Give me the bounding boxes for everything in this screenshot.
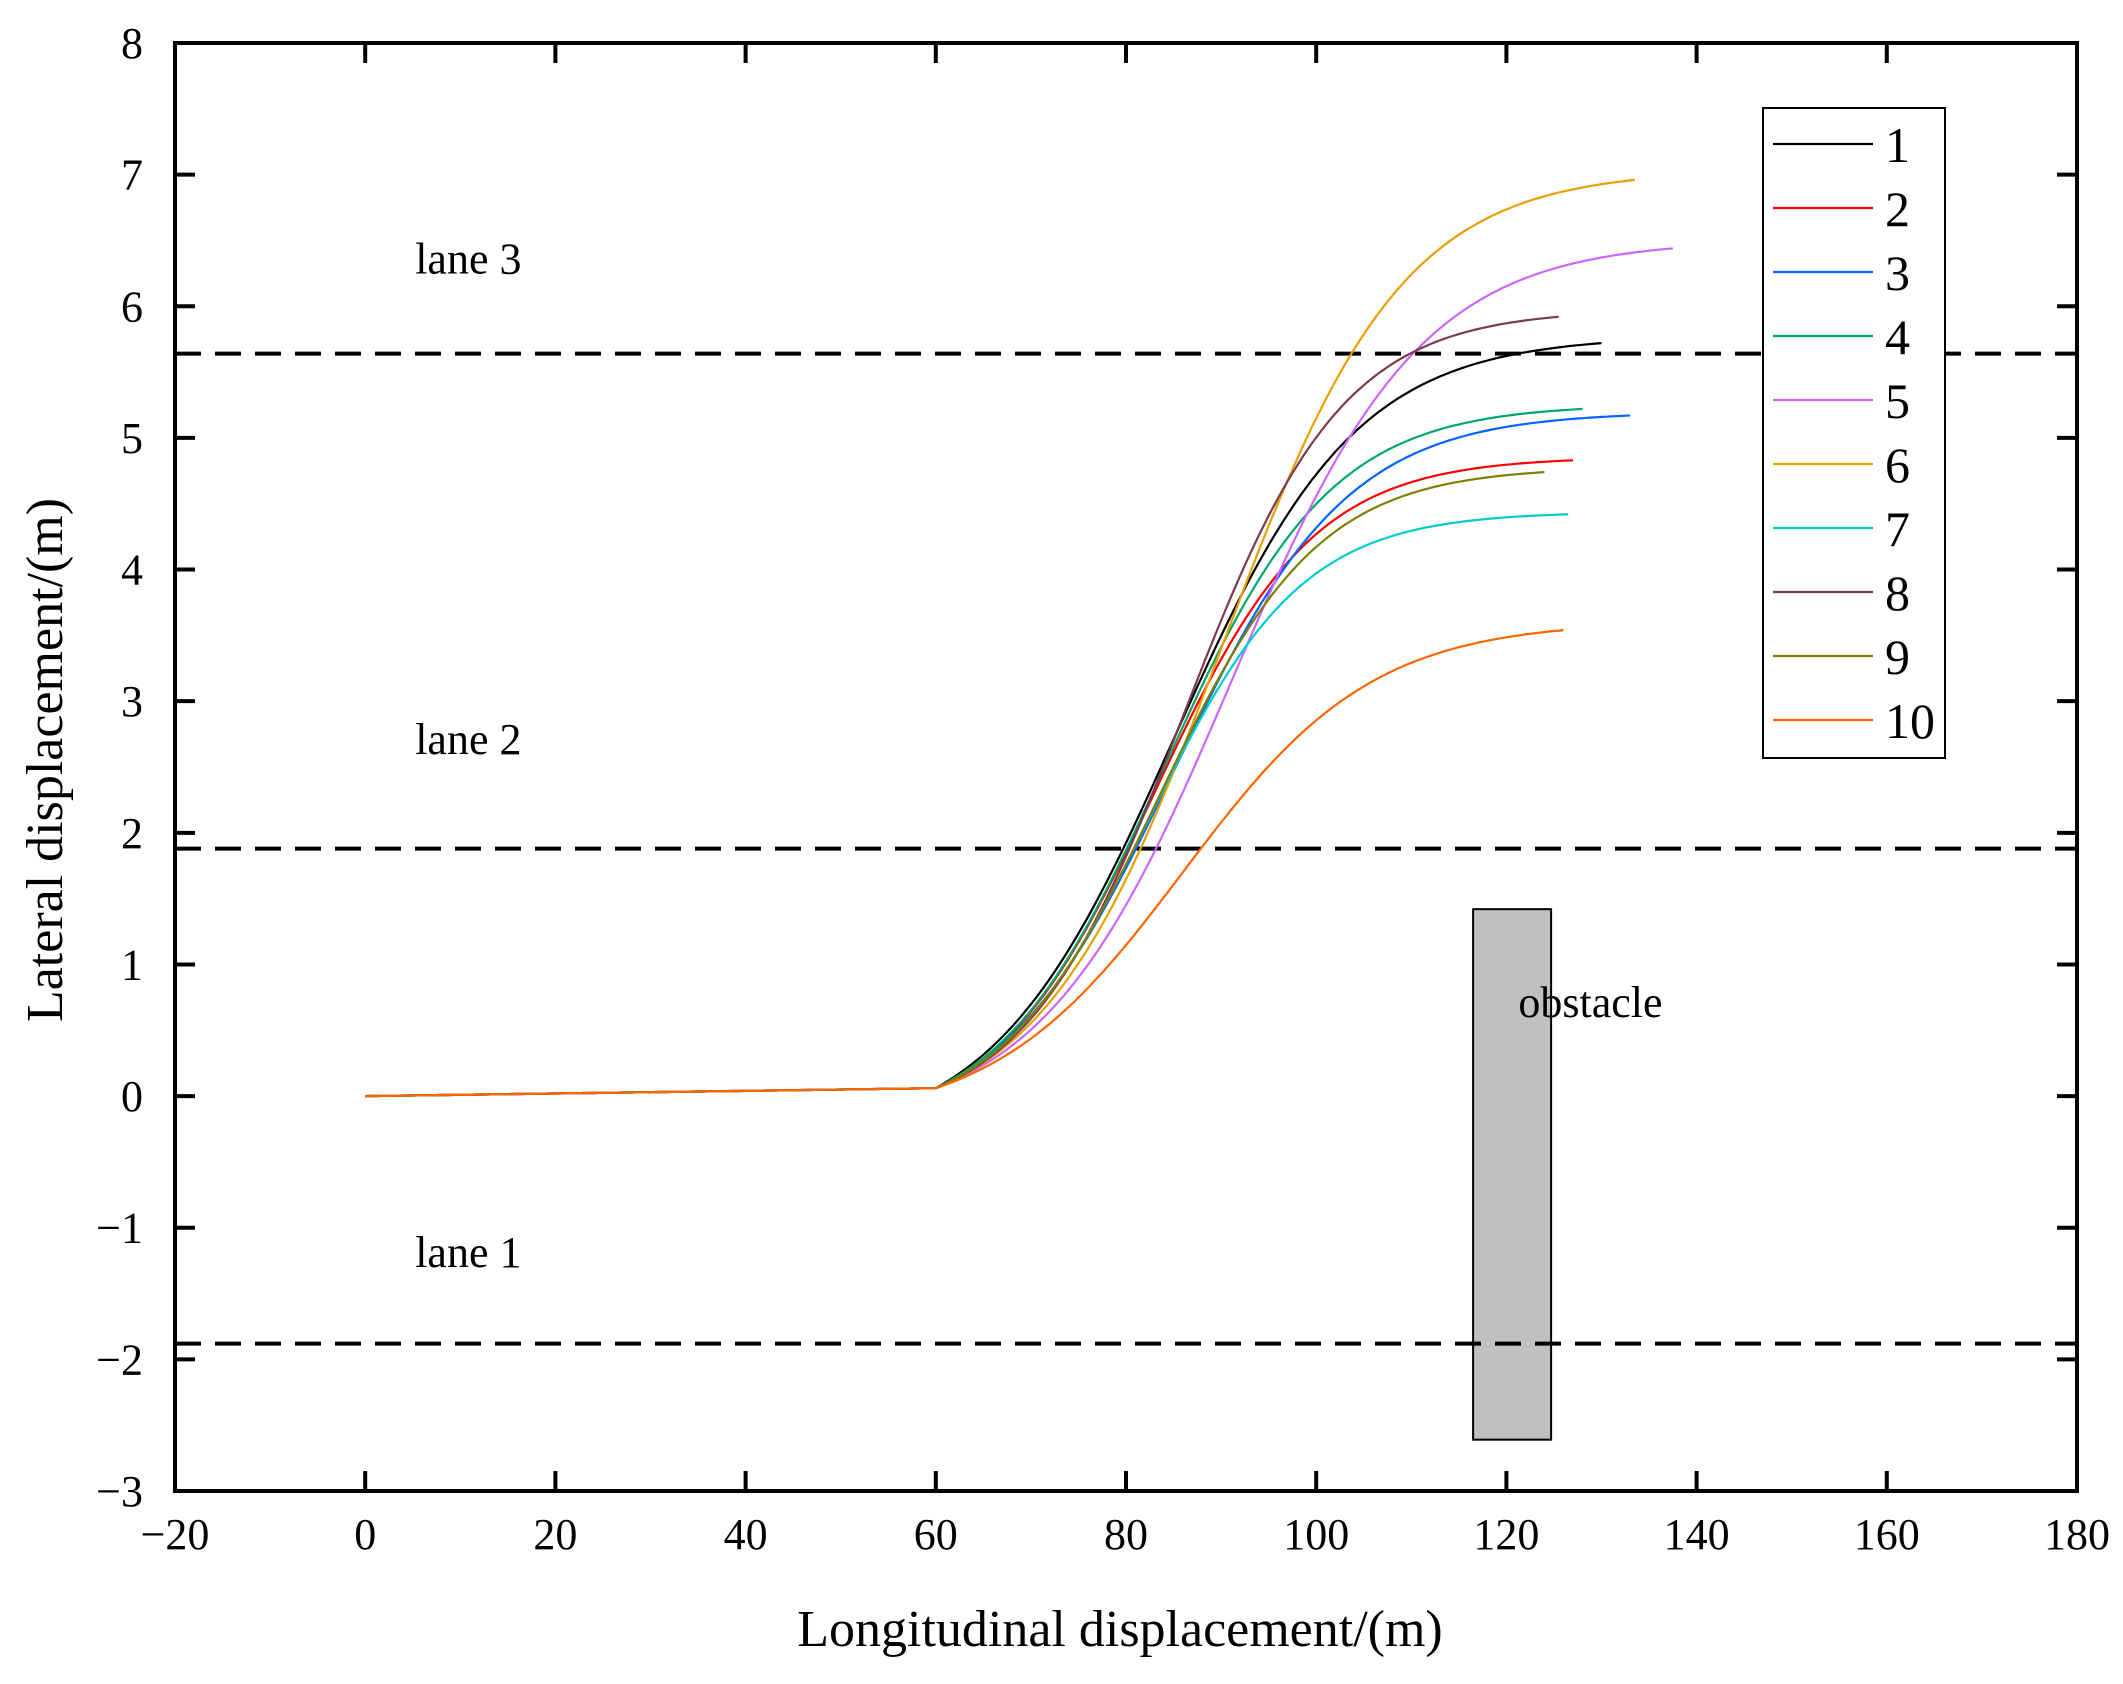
x-axis-title: Longitudinal displacement/(m) [797, 1601, 1443, 1658]
x-tick-label: 100 [1283, 1510, 1349, 1559]
lane-label-3: lane 1 [415, 1228, 521, 1277]
legend-label-7: 7 [1885, 501, 1910, 557]
legend-box [1762, 107, 1946, 759]
y-tick-label: 8 [121, 19, 143, 68]
legend-label-8: 8 [1885, 565, 1910, 621]
x-tick-label: −20 [141, 1510, 210, 1559]
y-tick-label: 0 [121, 1072, 143, 1121]
x-tick-label: 80 [1104, 1510, 1148, 1559]
y-tick-label: 1 [121, 940, 143, 989]
obstacle-label: obstacle [1518, 978, 1662, 1027]
series-line-9 [365, 471, 1545, 1098]
x-tick-label: 160 [1854, 1510, 1920, 1559]
obstacle-rect [1472, 908, 1553, 1441]
y-tick-label: −2 [96, 1335, 143, 1384]
legend-label-5: 5 [1885, 373, 1910, 429]
legend-label-1: 1 [1885, 117, 1910, 173]
y-tick-label: −1 [96, 1204, 143, 1253]
series-line-8 [365, 315, 1559, 1098]
x-tick-label: 140 [1664, 1510, 1730, 1559]
x-tick-label: 40 [724, 1510, 768, 1559]
y-axis-title: Lateral displacement/(m) [17, 498, 74, 1022]
legend-label-4: 4 [1885, 309, 1910, 365]
y-tick-label: 5 [121, 414, 143, 463]
x-tick-label: 60 [914, 1510, 958, 1559]
x-tick-label: 20 [533, 1510, 577, 1559]
y-tick-label: 2 [121, 809, 143, 858]
legend-label-3: 3 [1885, 245, 1910, 301]
series-line-5 [365, 247, 1673, 1098]
y-tick-label: 4 [121, 546, 143, 595]
lane-label-1: lane 3 [415, 234, 521, 283]
x-tick-label: 120 [1473, 1510, 1539, 1559]
y-tick-label: 3 [121, 677, 143, 726]
series-line-4 [365, 407, 1583, 1098]
y-tick-label: −3 [96, 1467, 143, 1516]
series-line-10 [365, 629, 1564, 1098]
x-tick-label: 180 [2044, 1510, 2110, 1559]
lane-label-2: lane 2 [415, 715, 521, 764]
series-line-1 [365, 342, 1602, 1098]
y-tick-label: 7 [121, 151, 143, 200]
legend-label-9: 9 [1885, 629, 1910, 685]
legend-label-10: 10 [1885, 693, 1935, 749]
x-tick-label: 0 [354, 1510, 376, 1559]
y-tick-label: 6 [121, 282, 143, 331]
legend-label-6: 6 [1885, 437, 1910, 493]
legend-label-2: 2 [1885, 181, 1910, 237]
